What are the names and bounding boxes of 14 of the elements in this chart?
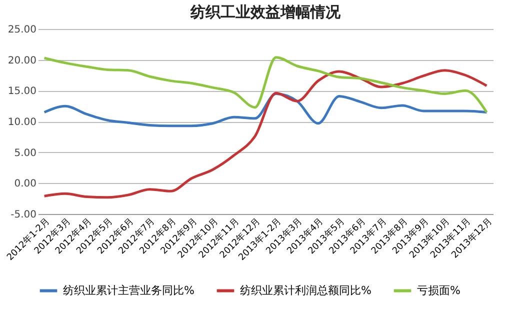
y-tick-label: 0.00 [14, 178, 36, 190]
legend-label: 亏损面% [417, 284, 460, 297]
y-tick-label: 25.00 [8, 24, 36, 36]
y-tick-label: 15.00 [8, 86, 36, 98]
y-tick-label: 10.00 [8, 117, 36, 128]
line-series [43, 69, 488, 199]
chart-title: 纺织工业效益增幅情况 [190, 3, 342, 21]
y-tick-label: 5.00 [14, 148, 36, 159]
legend-label: 纺织业累计利润总额同比% [240, 284, 372, 297]
y-tick-label: -5.00 [10, 210, 36, 220]
y-tick-label: 20.00 [8, 55, 36, 66]
legend-label: 纺织业累计主营业务同比% [63, 284, 194, 297]
line-series [43, 92, 488, 128]
line-series [43, 56, 488, 114]
